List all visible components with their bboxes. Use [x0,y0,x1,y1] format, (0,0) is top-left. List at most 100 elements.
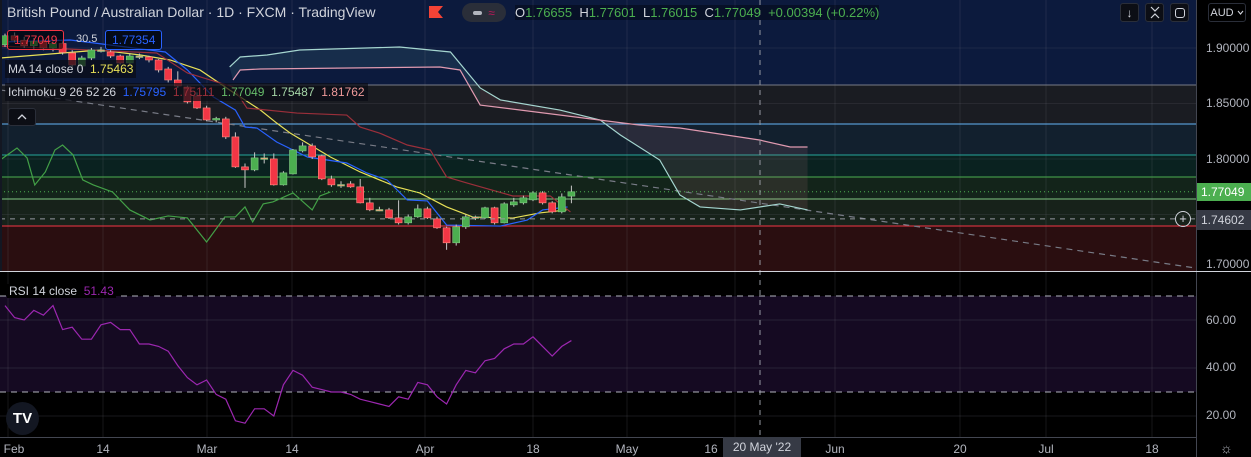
close-value: 1.77049 [713,5,761,20]
add-alert-button[interactable]: + [1175,211,1191,227]
ma-legend[interactable]: MA 14 close 0 1.75463 [5,60,137,78]
wave-icon: ≈ [488,5,495,20]
ichimoku-cloud-bearish [480,87,808,210]
rsi-band [0,296,1196,392]
ichimoku-lead2-value: 1.81762 [321,85,365,99]
time-tick: Mar [196,442,218,456]
low-label: L [642,5,651,20]
time-tick: Jun [825,442,845,456]
open-label: O [515,5,526,20]
candle-body [164,68,172,81]
candle-body [241,166,249,171]
price-tick: 1.85000 [1206,96,1250,110]
spread-value: 30.5 [76,33,98,45]
candle-body [260,157,269,160]
candle-body [365,202,374,211]
time-tick: Apr [415,442,435,456]
candle-body [279,172,288,186]
candle-body [154,59,163,71]
fib-zone [0,226,1196,271]
ichimoku-cloud-bullish [229,47,481,106]
candle-body [269,158,278,186]
sell-button[interactable]: 1.77049 [7,30,65,50]
time-tick: May [615,442,639,456]
fib-zone [0,0,1196,85]
fib-zone [0,198,1196,227]
crosshair-price-label: 1.74602 [1197,210,1251,230]
fib-zone [0,124,1196,156]
ohlc-readout: O1.76655 H1.77601 L1.76015 C1.77049 +0.0… [515,5,880,20]
time-tick: 20 [953,442,967,456]
symbol-title[interactable]: British Pound / Australian Dollar · 1D ·… [7,4,376,20]
low-value: 1.76015 [650,5,698,20]
rsi-tick: 40.00 [1206,360,1237,374]
candle-body [212,118,220,121]
drawing-toolbar-edge [0,0,2,271]
ichimoku-legend[interactable]: Ichimoku 9 26 52 26 1.75795 1.75111 1.77… [5,83,368,101]
candle-body [471,216,480,219]
close-label: C [704,5,714,20]
candle-body [509,201,518,206]
candle-body [250,157,259,171]
collapse-icon [1150,6,1159,19]
candle-body [346,183,355,188]
ichimoku-legend-label: Ichimoku 9 26 52 26 [8,85,117,99]
indicator-toggle[interactable]: ≈ [462,3,506,22]
series-line-lead-1 [229,46,808,211]
tradingview-logo[interactable]: TV [6,402,39,435]
time-tick: 18 [1145,442,1159,456]
candle-body [356,186,365,204]
price-tick: 1.90000 [1206,41,1250,55]
trendline [0,89,1196,269]
collapse-pane-button[interactable] [1145,3,1164,22]
candle-body [375,209,384,212]
currency-label: AUD [1210,6,1234,19]
candle-body [500,203,509,224]
gear-icon[interactable]: ☼ [1220,440,1233,456]
time-tick: Jul [1038,442,1054,456]
candle-body [490,207,499,224]
candle-body [567,191,576,197]
rsi-tick: 20.00 [1206,408,1237,422]
chevron-up-icon [17,114,27,120]
arrow-down-icon: ↓ [1126,5,1133,20]
high-label: H [579,5,589,20]
candle-body [442,227,451,244]
currency-dropdown[interactable]: AUD [1208,3,1246,22]
scroll-down-button[interactable]: ↓ [1120,3,1139,22]
plus-icon: + [1179,211,1187,226]
series-line-lead-2 [232,66,808,148]
series-line-lagging-span [0,144,331,244]
time-tick: 18 [526,442,540,456]
chevron-down-icon [1237,10,1244,15]
candle-body [327,178,336,186]
candle-body [529,192,537,201]
candle-body [145,56,153,61]
time-tick: 14 [96,442,110,456]
fullscreen-button[interactable] [1170,3,1189,22]
candle-body [519,197,528,204]
price-tick: 1.70000 [1206,257,1250,271]
high-value: 1.77601 [588,5,636,20]
rsi-line [4,304,572,424]
candle-body [538,192,547,204]
candle-body [452,226,461,244]
fib-zone [0,176,1196,199]
buy-button[interactable]: 1.77354 [105,30,163,50]
rsi-legend[interactable]: RSI 14 close 51.43 [7,284,116,298]
time-tick: 14 [285,442,299,456]
candle-body [87,49,96,59]
candle-body [394,217,403,224]
candle-body [413,208,422,218]
candle-body [135,55,144,58]
candle-body [481,207,489,219]
candle-body [337,184,345,187]
price-tick: 1.80000 [1206,152,1250,166]
flag-icon[interactable] [429,6,443,18]
collapse-legend-button[interactable] [8,108,36,126]
candle-body [97,49,105,52]
open-value: 1.76655 [525,5,573,20]
ichimoku-base-value: 1.75111 [172,85,215,99]
ichimoku-lagging-value: 1.77049 [221,85,265,99]
